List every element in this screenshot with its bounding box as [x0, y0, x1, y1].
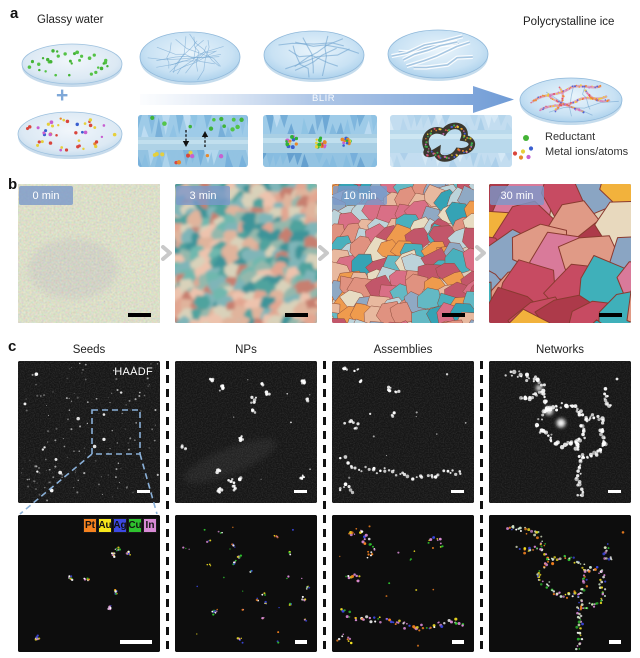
scale-bar	[285, 313, 308, 317]
optical-micrograph-30min: 30 min	[489, 184, 631, 323]
scale-bar	[451, 490, 464, 493]
glassy-water-label: Glassy water	[37, 14, 104, 26]
edx-legend-chip: Ag	[113, 518, 127, 533]
ice-disc-3	[387, 29, 489, 81]
chevron-right-icon	[161, 245, 172, 261]
scale-bar	[295, 640, 307, 644]
glassy-water-disc-reductant	[21, 43, 123, 87]
scale-bar	[128, 313, 151, 317]
scale-bar	[120, 640, 152, 644]
haadf-image-nps	[175, 361, 317, 503]
detector-label: HAADF	[114, 366, 153, 378]
time-badge: 3 min	[176, 186, 230, 205]
inset-ion-exchange	[138, 115, 248, 167]
haadf-image-assemblies	[332, 361, 474, 503]
scale-bar	[609, 640, 621, 644]
blir-arrow-label: BLIR	[312, 93, 336, 104]
metal-network-disc	[519, 77, 623, 125]
column-header-nps: NPs	[235, 344, 257, 356]
blir-arrow	[140, 86, 514, 113]
edx-legend-chip: In	[143, 518, 157, 533]
legend-metal-ions-text: Metal ions/atoms	[545, 146, 629, 158]
haadf-image-seeds: HAADF	[18, 361, 160, 503]
scale-bar	[137, 490, 150, 493]
dashed-divider	[166, 361, 169, 655]
legend-reductant-text: Reductant	[545, 131, 596, 143]
panel-c-label: c	[8, 338, 17, 355]
edx-legend-chip: Pt	[83, 518, 97, 533]
exchange-arrows	[182, 130, 209, 147]
scale-bar	[608, 490, 621, 493]
column-header-assemblies: Assemblies	[373, 344, 433, 356]
glassy-water-disc-metal-ions	[17, 111, 123, 159]
chevron-right-icon	[475, 245, 486, 261]
chevron-right-icon	[318, 245, 329, 261]
column-header-seeds: Seeds	[72, 344, 106, 356]
legend-reductant-dot	[523, 135, 529, 141]
edx-legend-chip: Cu	[128, 518, 142, 533]
ice-disc-2	[263, 30, 365, 82]
haadf-image-networks	[489, 361, 631, 503]
scale-bar	[442, 313, 465, 317]
edx-legend: Pt Au Ag Cu In	[83, 518, 157, 533]
edx-legend-chip: Au	[98, 518, 112, 533]
column-header-networks: Networks	[536, 344, 584, 356]
inset-network-aggregate	[390, 115, 512, 167]
polycrystalline-label: Polycrystalline ice	[523, 16, 615, 28]
edx-map-networks	[489, 515, 631, 652]
panel-b-label: b	[8, 176, 18, 193]
scale-bar	[599, 313, 622, 317]
time-badge: 10 min	[333, 186, 387, 205]
ice-disc-1	[139, 31, 241, 85]
legend-metal-ion-dots	[512, 146, 534, 160]
panel-a-graphics	[17, 29, 623, 167]
scale-bar	[294, 490, 307, 493]
dashed-divider	[323, 361, 326, 655]
plus-sign: +	[56, 84, 69, 107]
time-badge: 30 min	[490, 186, 544, 205]
inset-nanoparticles	[263, 115, 377, 167]
edx-map-nps	[175, 515, 317, 652]
edx-map-assemblies	[332, 515, 474, 652]
panel-a-label: a	[10, 5, 19, 22]
scale-bar	[452, 640, 464, 644]
edx-map-seeds: Pt Au Ag Cu In	[18, 515, 160, 652]
time-badge: 0 min	[19, 186, 73, 205]
dashed-divider	[480, 361, 483, 655]
optical-micrograph-10min: 10 min	[332, 184, 474, 323]
optical-micrograph-0min: 0 min	[18, 184, 160, 323]
optical-micrograph-3min: 3 min	[175, 184, 317, 323]
